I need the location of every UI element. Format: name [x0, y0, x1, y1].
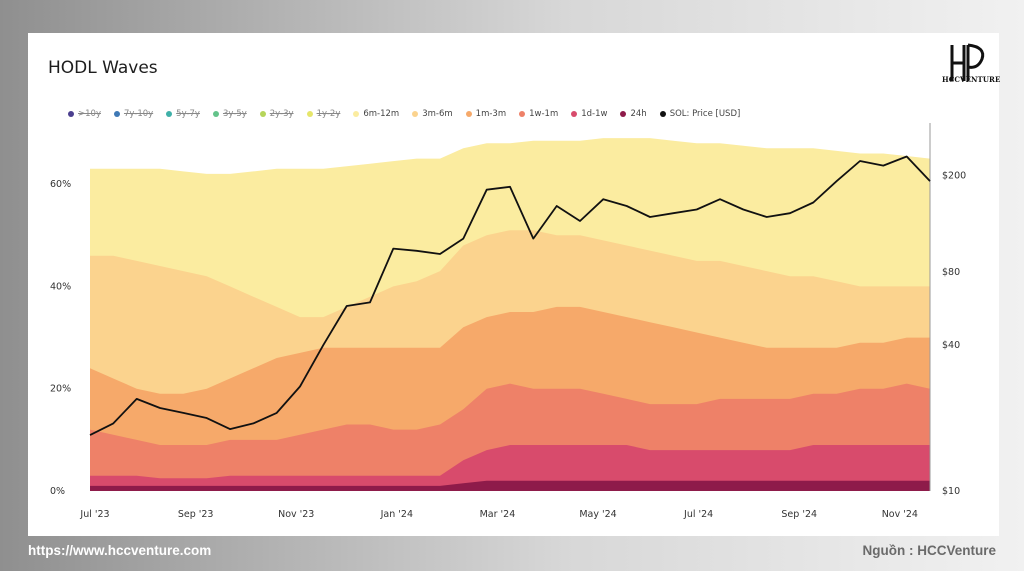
legend-item[interactable]: 1d-1w	[571, 107, 607, 121]
legend-item[interactable]: 1w-1m	[519, 107, 558, 121]
x-tick-label: Sep '24	[781, 509, 817, 520]
hcc-logo-icon	[950, 43, 985, 81]
legend-label: 6m-12m	[363, 109, 400, 119]
y-left-tick-label: 60%	[50, 179, 71, 190]
legend-dot-icon	[620, 111, 627, 117]
x-tick-label: Nov '24	[882, 509, 918, 520]
legend-item[interactable]: 6m-12m	[353, 107, 399, 121]
legend-item[interactable]: 7y-10y	[113, 107, 154, 121]
legend-label: 3m-6m	[422, 109, 453, 119]
legend-item[interactable]: 24h	[620, 107, 647, 121]
x-tick-label: Jan '24	[380, 509, 413, 520]
x-tick-label: Mar '24	[480, 509, 516, 520]
legend-dot-icon	[113, 111, 120, 117]
legend-label: 1y-2y	[316, 109, 341, 119]
legend-dot-icon	[412, 111, 419, 117]
footer-url[interactable]: https://www.hccventure.com	[28, 543, 212, 558]
legend-item[interactable]: 1m-3m	[465, 107, 507, 121]
price-line	[89, 155, 931, 436]
legend-dot-icon	[68, 111, 74, 117]
legend-dot-icon	[571, 111, 578, 117]
y-left-tick-label: 20%	[50, 384, 71, 395]
footer-source: Nguồn : HCCVenture	[862, 543, 997, 558]
legend-item[interactable]: SOL: Price [USD]	[659, 107, 741, 121]
legend-item[interactable]: 5y-7y	[166, 107, 200, 121]
legend-dot-icon	[306, 111, 313, 117]
legend-label: 1w-1m	[529, 109, 559, 119]
legend-dot-icon	[166, 111, 173, 117]
x-tick-label: Jul '24	[683, 509, 713, 520]
legend-label: 7y-10y	[123, 109, 154, 119]
x-tick-label: Nov '23	[278, 509, 314, 520]
legend-label: 5y-7y	[176, 109, 200, 119]
chart-title: HODL Waves	[48, 58, 158, 78]
legend-item[interactable]: 1y-2y	[306, 107, 341, 121]
x-tick-label: Sep '23	[178, 509, 214, 520]
legend-dot-icon	[353, 111, 360, 117]
y-left-tick-label: 40%	[50, 281, 71, 292]
legend-label: 2y-3y	[269, 109, 294, 119]
legend-label: SOL: Price [USD]	[669, 109, 741, 119]
x-tick-label: Jul '23	[79, 509, 109, 520]
legend-dot-icon	[212, 111, 219, 117]
hodl-waves-chart: 0% 20% 40% 60% $10 $40 $80 $200 Jul '23 Sep '23 No…	[50, 123, 966, 520]
legend-dot-icon	[465, 111, 472, 117]
y-right-tick-label: $200	[942, 171, 966, 182]
area-24h	[90, 480, 930, 491]
logo-text: HCCVENTURE	[942, 75, 1001, 84]
legend-label: >10y	[78, 109, 101, 119]
legend-label: 24h	[630, 109, 647, 119]
y-right-tick-label: $10	[942, 486, 960, 497]
legend: >10y 7y-10y 5y-7y 3y-5y 2y-3y 1y-2y 6m-12m 3m-6…	[68, 107, 753, 121]
legend-dot-icon	[659, 111, 666, 117]
legend-item[interactable]: >10y	[68, 107, 101, 121]
legend-dot-icon	[519, 111, 526, 117]
y-right-tick-label: $80	[942, 267, 960, 278]
legend-label: 1m-3m	[475, 109, 507, 119]
legend-item[interactable]: 3m-6m	[412, 107, 453, 121]
y-left-tick-label: 0%	[50, 486, 65, 497]
logo	[938, 41, 994, 87]
legend-item[interactable]: 2y-3y	[259, 107, 294, 121]
legend-label: 1d-1w	[581, 109, 608, 119]
x-tick-label: May '24	[579, 509, 616, 520]
area-1d-1w	[90, 445, 930, 491]
legend-label: 3y-5y	[222, 109, 247, 119]
legend-item[interactable]: 3y-5y	[212, 107, 247, 121]
legend-dot-icon	[259, 111, 266, 117]
y-right-tick-label: $40	[942, 340, 960, 351]
